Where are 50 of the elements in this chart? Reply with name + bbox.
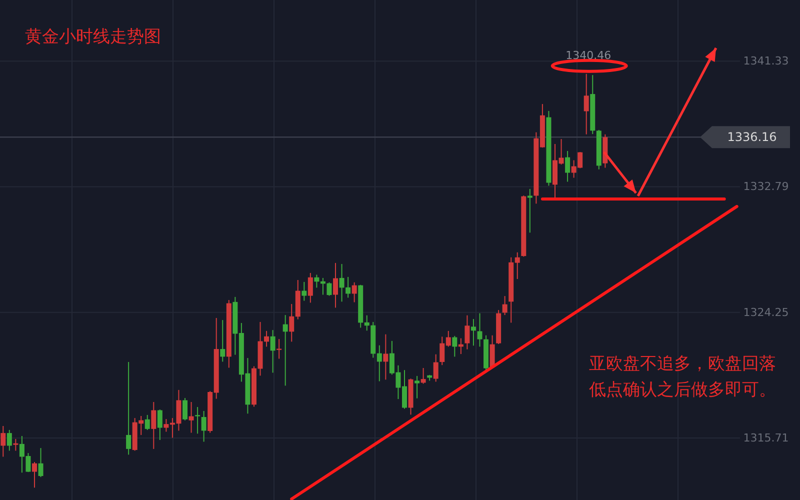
candlestick xyxy=(126,361,132,456)
candlestick xyxy=(383,334,388,380)
candlestick xyxy=(470,318,476,346)
annotation: 低点确认之后做多即可。 xyxy=(589,380,776,400)
annotation: 1340.46 xyxy=(566,48,612,62)
candlestick xyxy=(477,312,482,348)
candlestick xyxy=(464,314,470,350)
candlestick xyxy=(157,409,162,440)
candlestick xyxy=(276,338,282,360)
candlestick xyxy=(452,335,458,358)
y-tick-label: 1315.71 xyxy=(743,432,789,445)
candlestick xyxy=(144,414,150,430)
candlestick xyxy=(6,429,12,452)
candlestick xyxy=(289,304,294,342)
candlestick xyxy=(414,375,420,399)
candlestick xyxy=(527,188,532,234)
candlestick xyxy=(188,402,194,434)
annotation: 亚欧盘不追多，欧盘回落 xyxy=(589,354,776,374)
ref-line-label: 1336.16 xyxy=(727,130,777,144)
y-tick-label: 1332.79 xyxy=(743,180,789,194)
candlestick xyxy=(220,320,226,362)
candlestick xyxy=(302,281,307,302)
candlestick xyxy=(308,272,313,304)
candlestick xyxy=(346,276,351,298)
text: 黄金小时线走势图 xyxy=(25,27,161,47)
candlestick xyxy=(565,150,570,182)
candlestick xyxy=(502,296,508,316)
candlestick xyxy=(420,368,426,384)
candlestick xyxy=(0,425,6,458)
candlestick xyxy=(195,406,200,434)
candlestick xyxy=(490,334,495,369)
candlestick xyxy=(32,462,37,488)
candlestick xyxy=(38,448,44,478)
candlestick xyxy=(270,330,276,374)
candlestick xyxy=(13,438,18,452)
candlestick xyxy=(376,344,382,382)
candlestick xyxy=(584,73,589,135)
candlestick xyxy=(151,402,156,450)
candlestick xyxy=(339,263,344,302)
candlestick xyxy=(433,354,438,382)
candlestick xyxy=(333,262,338,308)
candlestick xyxy=(326,282,332,296)
candlestick xyxy=(364,314,370,332)
y-tick-label: 1341.33 xyxy=(743,54,789,68)
y-tick-label: 1324.25 xyxy=(743,306,789,319)
candlestick xyxy=(314,274,320,288)
candlestick xyxy=(352,282,357,303)
candlestick xyxy=(282,314,288,386)
candlestick xyxy=(182,398,188,421)
candlestick xyxy=(201,410,206,442)
